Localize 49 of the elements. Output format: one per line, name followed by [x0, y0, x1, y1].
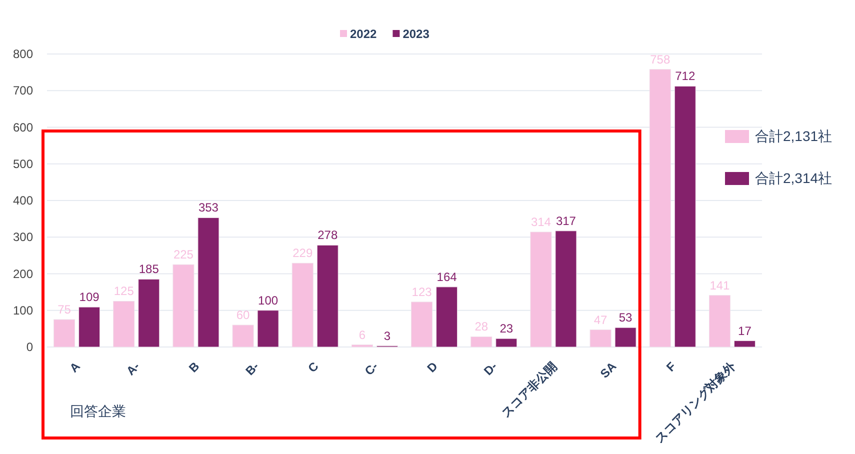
x-tick-label: C: [305, 358, 322, 376]
y-tick-label: 0: [26, 340, 34, 354]
x-tick-label: スコア非公開: [498, 359, 560, 420]
y-tick-label: 600: [12, 120, 34, 134]
x-tick-label: D: [424, 358, 441, 376]
x-tick-label: A-: [124, 359, 142, 378]
y-tick-label: 500: [12, 156, 34, 171]
legend-label: 2023: [402, 27, 430, 41]
x-tick-label: F: [664, 359, 679, 374]
data-label: 53: [618, 310, 633, 325]
annotation: 合計2,131社: [755, 128, 832, 144]
y-tick-label: 200: [12, 266, 34, 281]
x-tick-label: C-: [362, 359, 381, 378]
x-tick-label: D-: [481, 359, 500, 378]
data-label: 3: [384, 328, 391, 343]
legend-label: 2022: [350, 27, 378, 41]
y-tick-label: 800: [12, 47, 34, 61]
x-tick-label: B: [186, 358, 202, 376]
data-label: 353: [198, 200, 219, 215]
data-label: 123: [412, 284, 432, 299]
data-label: 229: [292, 246, 313, 260]
data-label: 141: [710, 278, 730, 292]
y-tick-label: 700: [12, 84, 34, 98]
data-label: 278: [318, 228, 338, 242]
data-label: 6: [358, 328, 366, 342]
annotation: 合計2,314社: [755, 170, 832, 186]
y-tick-label: 400: [12, 194, 34, 208]
x-tick-label: SA: [597, 358, 620, 381]
data-label: 314: [530, 214, 552, 229]
data-label: 23: [500, 322, 514, 336]
data-label: 100: [258, 293, 278, 308]
y-tick-label: 100: [12, 303, 34, 318]
data-label: 164: [436, 270, 458, 284]
data-label: 758: [650, 52, 670, 66]
y-tick-label: 300: [12, 230, 34, 244]
data-label: 125: [114, 284, 134, 298]
data-label: 712: [675, 69, 696, 84]
data-label: 47: [594, 312, 608, 327]
data-label: 225: [173, 248, 194, 262]
data-label: 60: [236, 308, 250, 322]
data-label: 28: [474, 320, 488, 334]
data-label: 75: [58, 302, 72, 317]
text: 回答企業: [70, 403, 126, 419]
data-label: 185: [138, 262, 160, 276]
x-tick-label: B-: [242, 359, 262, 378]
data-label: 317: [556, 214, 576, 228]
x-tick-label: A: [66, 358, 84, 376]
data-label: 17: [738, 324, 752, 338]
data-label: 109: [79, 290, 100, 304]
